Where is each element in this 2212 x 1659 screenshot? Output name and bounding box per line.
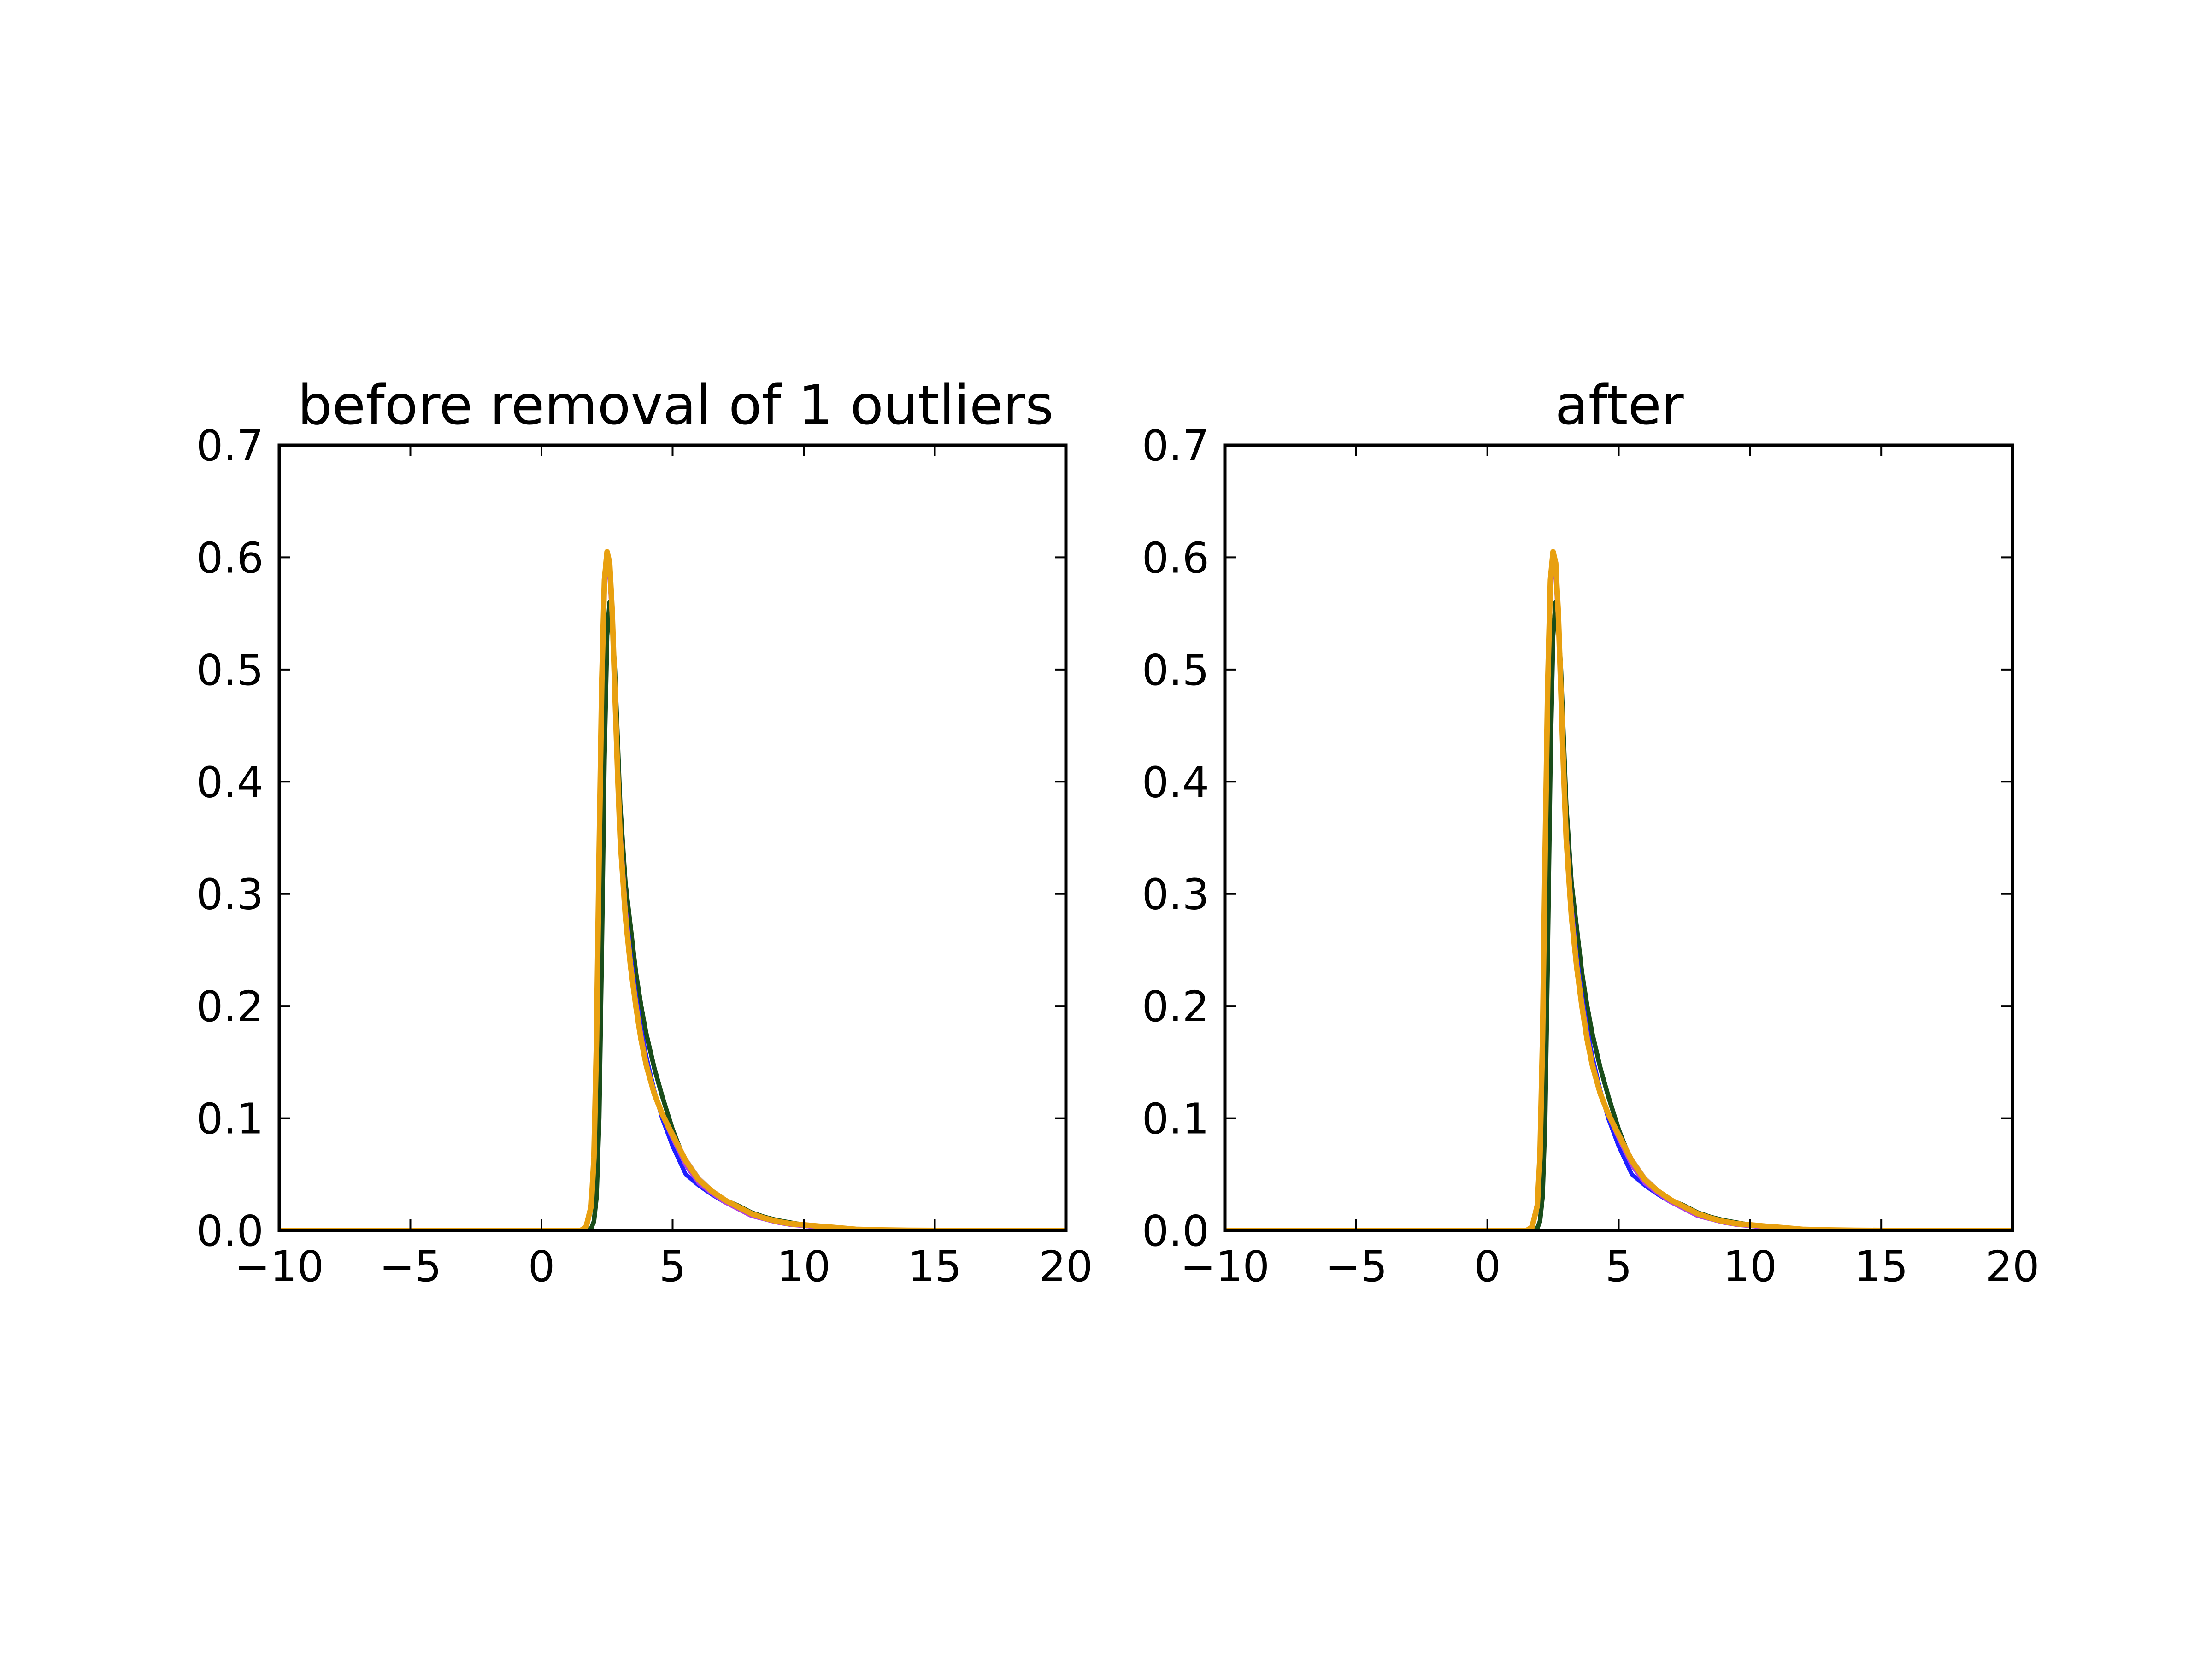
right-panel: after −10 −5 0 5 10 15 20 0.0 0.1 0.2 0.3 0.4 0.5 0.6…: [1142, 373, 2040, 1291]
right-y-tick-label: 0.5: [1142, 646, 1209, 695]
left-y-tick-label: 0.3: [196, 870, 264, 919]
left-curves: [279, 549, 1066, 1230]
right-x-tick-label: 15: [1854, 1242, 1908, 1291]
left-x-tick-label: −10: [235, 1242, 324, 1291]
left-plot-area: −10 −5 0 5 10 15 20 0.0 0.1 0.2 0.3 0.4 0.5 0.6 0.7: [196, 421, 1093, 1291]
left-x-tick-label: 20: [1039, 1242, 1093, 1291]
right-y-tick-label: 0.7: [1142, 421, 1209, 471]
left-x-tick-label: 0: [528, 1242, 555, 1291]
left-y-tick-label: 0.5: [196, 646, 264, 695]
right-y-tick-label: 0.4: [1142, 758, 1209, 807]
right-curves: [1225, 549, 2012, 1230]
left-plot-frame: [277, 443, 1068, 1232]
right-plot-frame: [1223, 443, 2014, 1232]
right-x-tick-label: 5: [1605, 1242, 1632, 1291]
left-panel: before removal of 1 outliers −10 −5 0 5 10 15…: [196, 373, 1093, 1291]
right-x-tick-label: −10: [1180, 1242, 1270, 1291]
right-x-tick-label: 10: [1723, 1242, 1777, 1291]
right-x-tick-label: −5: [1325, 1242, 1388, 1291]
left-y-tick-label: 0.4: [196, 758, 264, 807]
right-plot-area: −10 −5 0 5 10 15 20 0.0 0.1 0.2 0.3 0.4 0.5 0.6 0.7: [1142, 421, 2040, 1291]
right-x-tick-label: 0: [1474, 1242, 1501, 1291]
left-chart-title: before removal of 1 outliers: [298, 373, 1054, 437]
left-y-tick-label: 0.6: [196, 533, 264, 582]
left-density-curve-6: [279, 549, 1066, 1230]
right-x-tick-label: 20: [1985, 1242, 2039, 1291]
right-y-tick-label: 0.0: [1142, 1206, 1209, 1256]
right-density-curve-6: [1225, 549, 2012, 1230]
left-x-tick-label: 15: [908, 1242, 962, 1291]
right-y-tick-label: 0.6: [1142, 533, 1209, 582]
right-y-tick-label: 0.2: [1142, 982, 1209, 1031]
right-y-tick-label: 0.3: [1142, 870, 1209, 919]
left-x-tick-label: 10: [777, 1242, 830, 1291]
right-chart-title: after: [1555, 373, 1684, 437]
right-y-tick-label: 0.1: [1142, 1094, 1209, 1144]
left-y-tick-label: 0.1: [196, 1094, 264, 1144]
left-x-tick-label: 5: [659, 1242, 686, 1291]
left-y-tick-label: 0.2: [196, 982, 264, 1031]
left-y-tick-label: 0.0: [196, 1206, 264, 1256]
left-y-tick-label: 0.7: [196, 421, 264, 471]
left-x-tick-label: −5: [379, 1242, 442, 1291]
